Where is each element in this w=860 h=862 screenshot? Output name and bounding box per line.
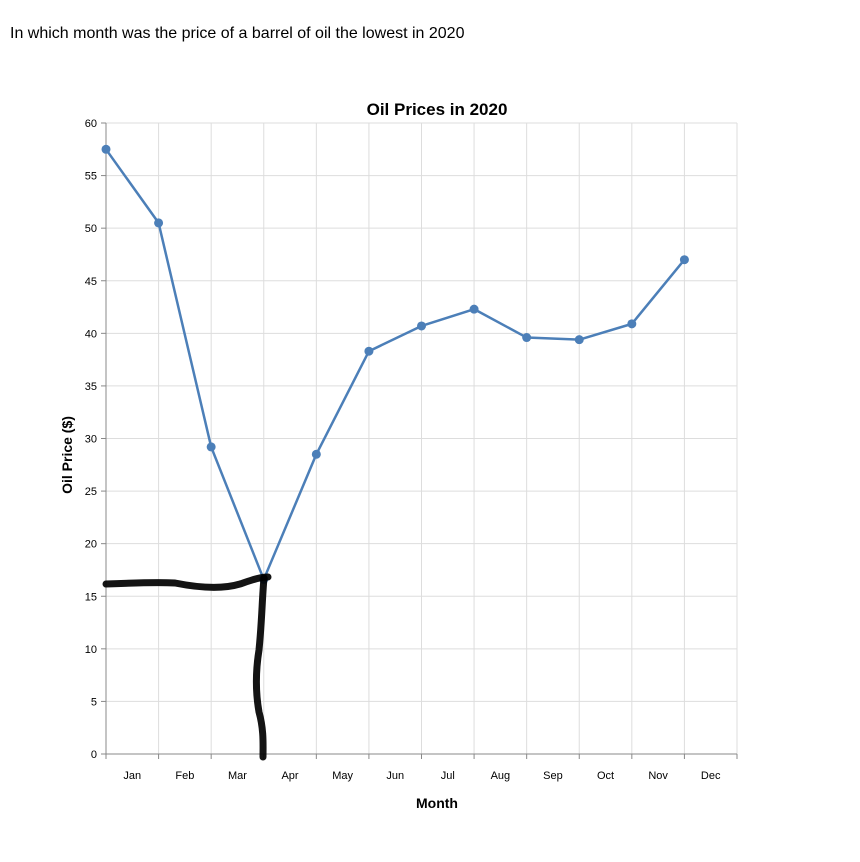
y-tick-label: 60 [85, 118, 97, 130]
x-tick-label: Apr [281, 770, 298, 782]
y-tick-label: 20 [85, 539, 97, 551]
vertical-scribble [252, 574, 268, 761]
series-layer [101, 144, 689, 584]
data-point [574, 335, 584, 345]
y-tick-label: 35 [85, 381, 97, 393]
x-tick-label: Jul [441, 770, 455, 782]
axes: 0 5 10 15 20 25 30 35 40 45 50 55 60 Jan Feb Mar Apr May J… [85, 118, 738, 782]
data-point [101, 144, 111, 154]
y-tick-label: 55 [85, 171, 97, 183]
y-tick-label: 40 [85, 328, 97, 340]
y-tick-label: 15 [85, 591, 97, 603]
x-tick-label: Aug [491, 770, 511, 782]
y-tick-label: 0 [91, 749, 97, 761]
question-text: In which month was the price of a barrel… [10, 25, 465, 42]
y-tick-label: 50 [85, 223, 97, 235]
y-axis-title: Oil Price ($) [59, 416, 75, 494]
grid-lines [105, 122, 738, 755]
x-tick-label: Feb [175, 770, 194, 782]
chart-title: Oil Prices in 2020 [367, 100, 508, 119]
y-tick-label: 45 [85, 276, 97, 288]
data-point [364, 346, 374, 356]
data-point [627, 319, 637, 329]
y-tick-label: 30 [85, 434, 97, 446]
x-tick-label: Mar [228, 770, 247, 782]
x-tick-label: Jan [123, 770, 141, 782]
y-tick-label: 10 [85, 644, 97, 656]
data-point [417, 321, 426, 331]
y-tick-label: 25 [85, 486, 97, 498]
data-point [679, 255, 689, 265]
data-point [522, 333, 532, 343]
horizontal-scribble [102, 573, 272, 591]
data-point [154, 218, 164, 228]
x-tick-label: Sep [543, 770, 563, 782]
y-tick-label: 5 [91, 696, 97, 708]
x-tick-label: Dec [701, 770, 721, 782]
data-point [311, 449, 321, 459]
x-tick-label: Oct [597, 770, 614, 782]
x-tick-label: Nov [648, 770, 668, 782]
x-tick-label: May [332, 770, 353, 782]
series-line [104, 148, 686, 581]
data-point [206, 442, 216, 452]
hand-drawn-annotation [102, 573, 272, 761]
x-tick-label: Jun [386, 770, 404, 782]
x-axis-title: Month [416, 795, 458, 811]
data-point [469, 304, 479, 314]
